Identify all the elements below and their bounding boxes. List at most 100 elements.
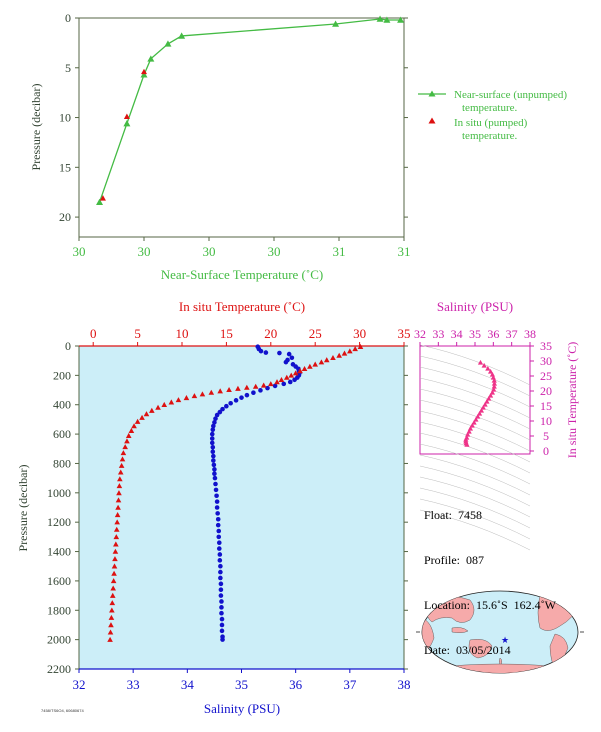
profile-temperature-point xyxy=(107,629,114,635)
profile-salinity-tick-label: 37 xyxy=(343,677,357,692)
density-contour xyxy=(419,509,531,551)
ts-point xyxy=(480,404,486,410)
legend-triangle-unpumped xyxy=(428,90,436,97)
near-surface-x-tick-label: 30 xyxy=(268,244,281,259)
profile-temperature-point xyxy=(323,357,330,363)
ts-point xyxy=(486,395,492,401)
profile-salinity-point xyxy=(258,388,263,393)
profile-temperature-point xyxy=(297,368,303,374)
profile-temperature-point xyxy=(208,389,215,395)
profile-salinity-point xyxy=(219,605,224,610)
profile-salinity-point xyxy=(211,462,217,468)
profile-temperature-point xyxy=(124,438,130,444)
profile-temperature-point xyxy=(252,383,259,389)
profile-temperature-point xyxy=(125,432,132,438)
profile-salinity-point xyxy=(213,416,218,421)
profile-salinity-tick-label: 38 xyxy=(398,677,411,692)
profile-salinity-point xyxy=(213,481,218,487)
profile-temperature-point xyxy=(217,388,223,394)
profile-salinity-point xyxy=(209,440,215,446)
profile-temperature-point xyxy=(117,476,123,482)
profile-temperature-point xyxy=(175,397,182,403)
profile-salinity-point xyxy=(239,395,244,400)
ts-point xyxy=(485,365,491,371)
profile-temperature-point xyxy=(115,497,122,503)
profile-temperature-point xyxy=(235,385,241,391)
profile-temp-tick-label: 15 xyxy=(220,326,233,341)
profile-salinity-point xyxy=(212,471,217,477)
location: Location: 15.6˚S 162.4˚W xyxy=(424,598,556,612)
profile-salinity-point xyxy=(211,458,216,463)
density-contour xyxy=(419,498,531,540)
legend-label-pumped-line-2: temperature. xyxy=(462,130,518,142)
profile-temperature-point xyxy=(143,411,150,417)
profile-salinity-point xyxy=(272,383,278,389)
profile-temperature-point xyxy=(113,526,120,532)
near-surface-chart: 0 5 10 15 20 30 30 30 30 31 31 Near-Surface Temper… xyxy=(29,11,411,282)
profile-temperature-point xyxy=(274,379,280,385)
profile-salinity-tick-label: 33 xyxy=(127,677,140,692)
ts-temp-tick-label: 15 xyxy=(540,399,552,413)
near-surface-x-tick-label: 31 xyxy=(333,244,346,259)
profile-salinity-point xyxy=(210,427,216,432)
profile-temperature-point xyxy=(107,636,113,642)
profile-temperature-point xyxy=(113,534,120,540)
profile-temperature-point xyxy=(117,469,124,475)
near-surface-pumped-point xyxy=(141,68,147,75)
near-surface-x-tick-label: 31 xyxy=(398,244,411,259)
profile-temperature-point xyxy=(109,607,115,613)
ts-salinity-tick-label: 38 xyxy=(524,327,536,341)
profile-temperature-point xyxy=(161,401,168,407)
legend-label-pumped: In situ (pumped) temperature. xyxy=(454,117,530,142)
legend-triangle-pumped xyxy=(428,117,436,124)
profile-temperature-point xyxy=(347,348,353,354)
profile-y-axis-label: Pressure (decibar) xyxy=(16,465,30,552)
ts-point xyxy=(477,359,484,365)
profile-salinity-point xyxy=(220,406,225,412)
density-contour xyxy=(419,399,531,441)
near-surface-y-tick-label: 5 xyxy=(65,61,71,75)
world-map: ★ xyxy=(416,590,584,674)
profile-salinity-point xyxy=(209,431,215,437)
float-info-block: Float: 7458 Profile: 087 Location: 15.6˚… xyxy=(424,478,556,673)
density-contour xyxy=(419,355,531,397)
ts-top-axis-label: Salinity (PSU) xyxy=(437,299,513,314)
profile-temperature-point xyxy=(116,490,122,496)
near-surface-y-axis-label: Pressure (decibar) xyxy=(29,84,43,171)
density-contour xyxy=(419,421,531,463)
profile-salinity-point xyxy=(263,350,269,355)
profile-plot-area xyxy=(78,345,405,670)
profile-y-tick-label: 1800 xyxy=(47,603,71,617)
profile-salinity-point xyxy=(244,392,250,398)
profile-temperature-point xyxy=(199,391,206,397)
profile-salinity-point xyxy=(216,540,222,546)
profile-y-tick-label: 1000 xyxy=(47,486,71,500)
profile-salinity-point xyxy=(219,599,224,604)
footer-code: 7458/TS6O4, 60680674 xyxy=(41,708,84,713)
ts-point xyxy=(473,416,479,422)
profile-salinity-point xyxy=(214,412,220,418)
profile-salinity-point xyxy=(216,546,222,551)
profile-temperature-point xyxy=(352,346,358,352)
profile-temp-tick-label: 35 xyxy=(398,326,411,341)
ts-right-axis-label: In situ Temperature (˚C) xyxy=(565,342,579,459)
profile-temperature-point xyxy=(191,393,198,399)
ts-temp-tick-label: 25 xyxy=(540,369,552,383)
ts-temp-tick-label: 20 xyxy=(540,384,552,398)
profile-salinity-point xyxy=(216,528,222,534)
density-contours xyxy=(419,344,531,551)
profile-temperature-point xyxy=(183,395,190,401)
ts-point xyxy=(491,377,497,383)
profile-temperature-point xyxy=(111,563,118,569)
profile-salinity-point xyxy=(281,381,287,387)
profile-chart: 0200400600800100012001400160018002000220… xyxy=(16,299,411,716)
profile-salinity-point xyxy=(286,351,292,357)
ts-point xyxy=(490,374,496,380)
profile-temperature-point xyxy=(112,556,118,562)
density-contour xyxy=(419,443,531,485)
profile-salinity-point xyxy=(212,475,218,481)
near-surface-unpumped-point xyxy=(332,20,340,27)
profile-temperature-point xyxy=(244,384,250,390)
profile-y-tick-label: 400 xyxy=(53,398,71,412)
